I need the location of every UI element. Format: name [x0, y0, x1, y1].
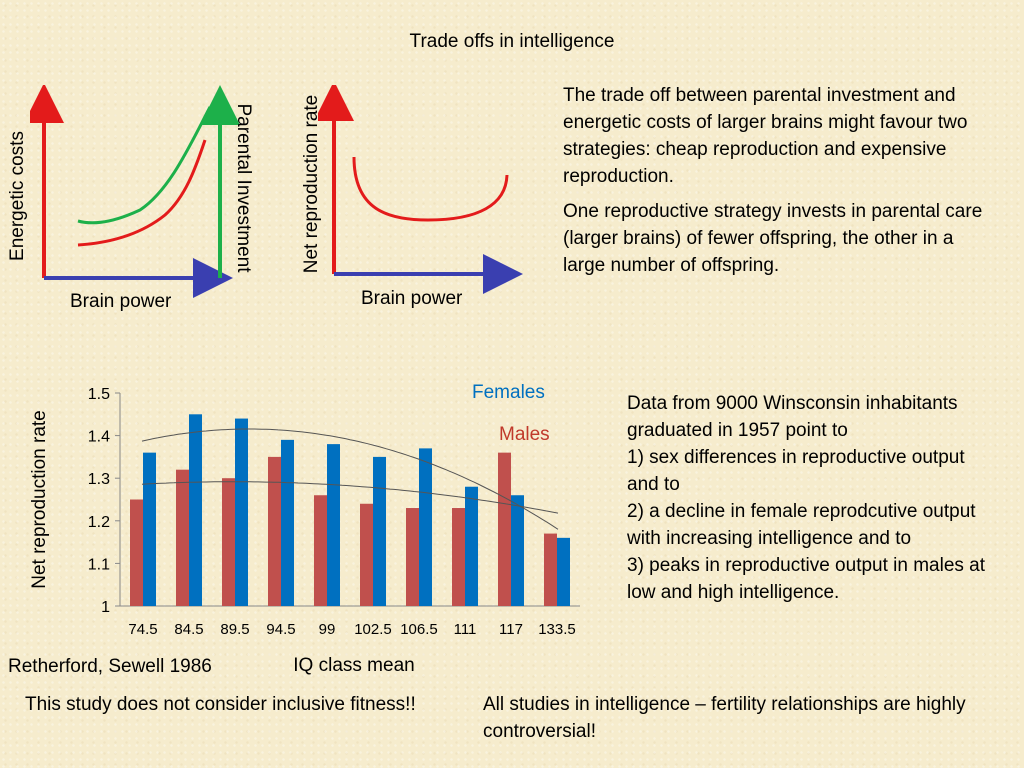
x-tick-label: 89.5 [220, 621, 249, 638]
x-tick-label: 111 [454, 621, 477, 638]
u-curve [352, 156, 509, 222]
x-tick-label: 74.5 [128, 621, 157, 638]
bar-females [419, 448, 432, 606]
y-tick-label: 1.4 [88, 429, 110, 446]
bar-females [189, 414, 202, 606]
energetic-costs-label: Energetic costs [7, 131, 28, 261]
bar-males [130, 499, 143, 606]
legend-males: Males [499, 424, 550, 445]
x-tick-label: 102.5 [354, 621, 392, 638]
x-tick-label: 117 [499, 621, 523, 638]
slide-title: Trade offs in intelligence [409, 31, 615, 52]
bar-females [373, 456, 386, 606]
bar-males [406, 508, 419, 606]
y-tick-label: 1.2 [88, 514, 110, 531]
bar-females [511, 495, 524, 606]
net-reproduction-diagram [318, 85, 523, 294]
explanation-paragraph-1: The trade off between parental investmen… [563, 85, 968, 187]
x-tick-label: 84.5 [174, 621, 203, 638]
red-curve [77, 139, 207, 247]
explanation-paragraph-2: One reproductive strategy invests in par… [563, 201, 983, 276]
y-tick-label: 1.1 [88, 556, 110, 573]
energetic-costs-diagram [30, 85, 240, 298]
y-tick-label: 1.5 [88, 386, 110, 403]
trend-line-females [141, 428, 559, 530]
green-curve [77, 106, 212, 225]
bar-chart: 1 1.1 1.2 1.3 1.4 1.5 74.5 84.5 89.5 94.5 99 102.5 1… [29, 386, 580, 675]
bar-males [222, 478, 235, 606]
bar-males [498, 452, 511, 606]
x-axis-label: IQ class mean [293, 655, 414, 675]
bar-males [360, 503, 373, 606]
x-tick-label: 106.5 [400, 621, 438, 638]
y-tick-label: 1 [101, 599, 110, 616]
x-tick-label: 133.5 [538, 621, 576, 638]
bar-females [281, 439, 294, 606]
brain-power-label-right: Brain power [361, 288, 463, 309]
bar-males [268, 456, 281, 606]
bar-males [544, 533, 557, 606]
x-tick-label: 94.5 [266, 621, 295, 638]
brain-power-label-left: Brain power [70, 291, 172, 312]
y-axis-label: Net reproduction rate [29, 410, 50, 589]
bar-females [143, 452, 156, 606]
bar-females [235, 418, 248, 606]
inclusive-fitness-note: This study does not consider inclusive f… [25, 694, 416, 715]
net-reproduction-label: Net reproduction rate [301, 94, 322, 274]
bar-males [176, 469, 189, 606]
parental-investment-label: Parental Investment [233, 103, 254, 273]
findings-text: Data from 9000 Winsconsin inhabitants gr… [627, 393, 986, 603]
bar-males [452, 508, 465, 606]
bar-females [557, 537, 570, 606]
bar-females [327, 444, 340, 606]
y-tick-label: 1.3 [88, 471, 110, 488]
controversy-note: All studies in intelligence – fertility … [483, 694, 966, 742]
legend-females: Females [472, 382, 545, 403]
bar-males [314, 495, 327, 606]
citation: Retherford, Sewell 1986 [8, 656, 212, 677]
trend-line-males [141, 481, 559, 514]
x-tick-label: 99 [319, 621, 336, 638]
bar-females [465, 486, 478, 606]
explanation-text: The trade off between parental investmen… [563, 82, 998, 287]
